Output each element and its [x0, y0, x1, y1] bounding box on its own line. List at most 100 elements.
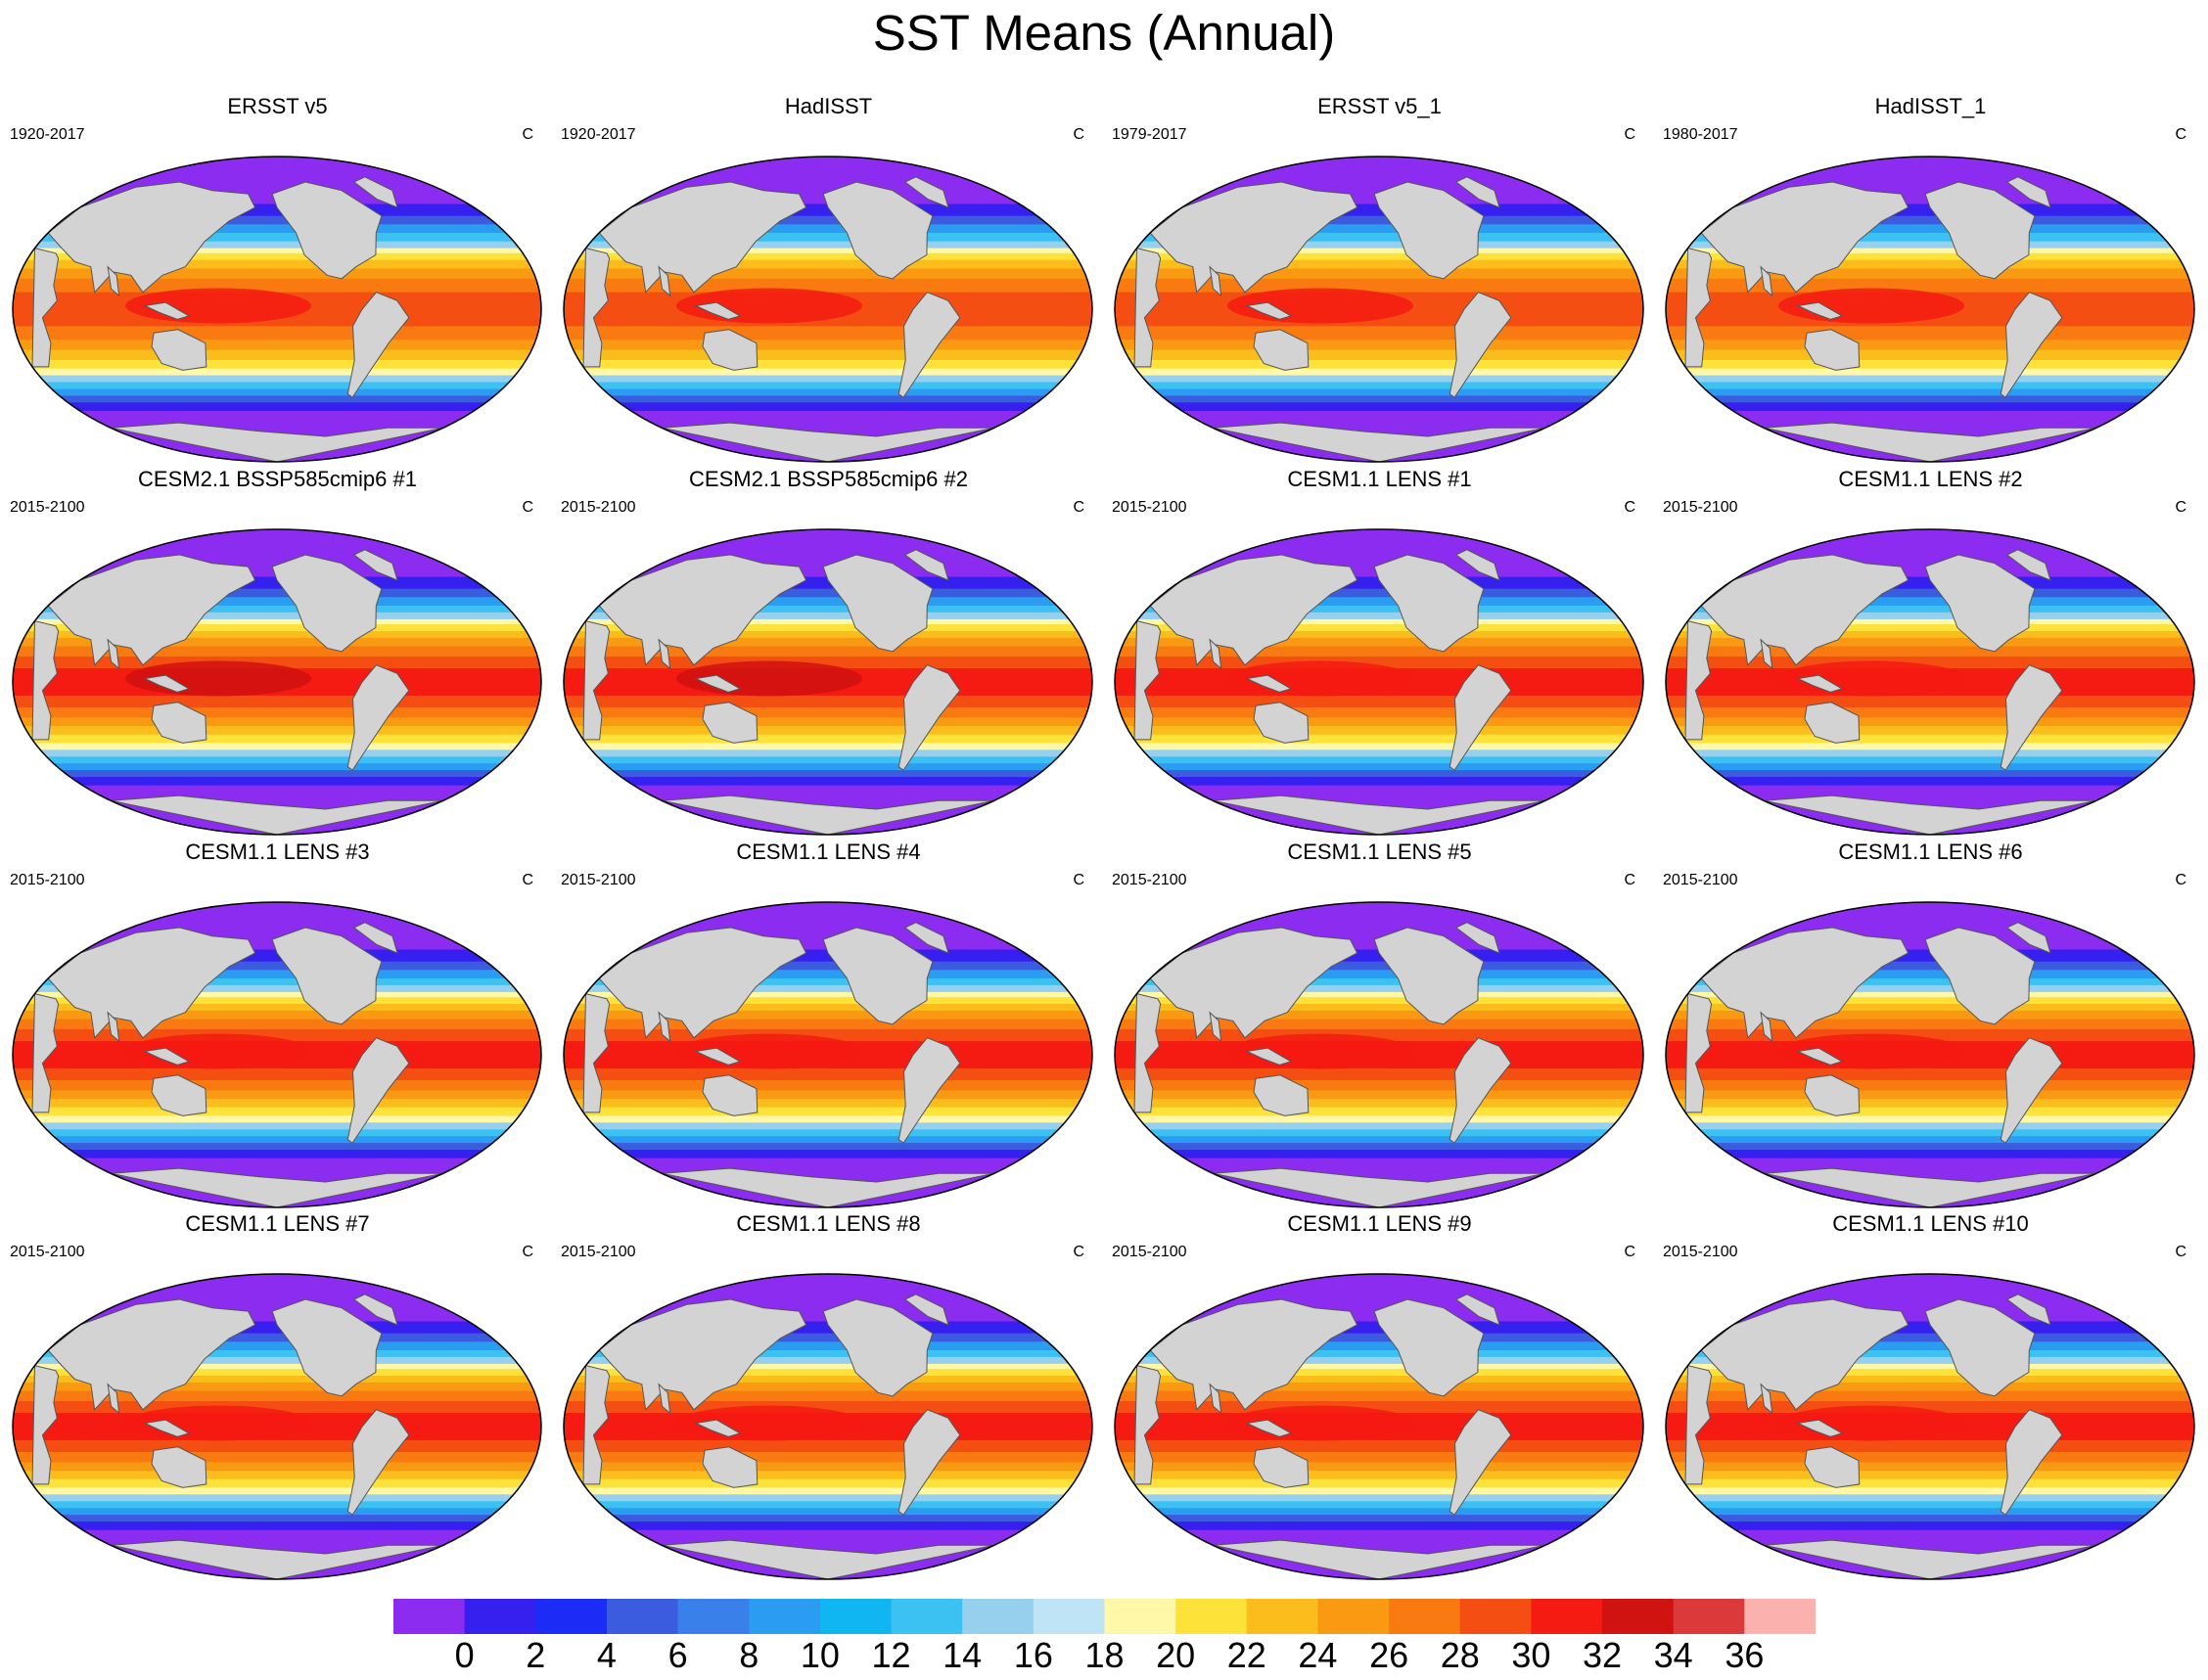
panel-title: CESM1.1 LENS #2	[1838, 467, 2023, 491]
sst-band	[564, 382, 1092, 389]
land-mass	[1213, 795, 1545, 835]
panel-period: 2015-2100	[561, 872, 636, 888]
sst-band	[13, 637, 541, 648]
sst-band	[1115, 382, 1643, 389]
colorbar-swatch	[749, 1599, 821, 1634]
sst-band	[1666, 215, 2194, 225]
sst-band	[1666, 402, 2194, 412]
sst-band	[1666, 991, 2194, 998]
panel-units: C	[1073, 1244, 1084, 1260]
map-panel: CESM1.1 LENS #3 2015-2100 C	[2, 840, 553, 1211]
land-mass	[1454, 176, 1500, 208]
sst-band	[564, 717, 1092, 727]
land-mass	[352, 922, 398, 954]
sst-band	[1666, 1333, 2194, 1342]
sst-band	[1115, 1390, 1643, 1402]
sst-band	[1666, 756, 2194, 764]
land-mass	[1213, 1539, 1545, 1579]
sst-band	[13, 215, 541, 225]
sst-band	[564, 233, 1092, 243]
sst-band	[1115, 395, 1643, 403]
sst-band	[1115, 618, 1643, 625]
colorbar-swatch	[819, 1599, 893, 1634]
sst-band	[564, 326, 1092, 341]
panel-title: ERSST v5	[227, 94, 328, 118]
sst-band	[1115, 1004, 1643, 1012]
sst-band	[1666, 1501, 2194, 1509]
world-map	[12, 156, 542, 463]
land-mass	[1213, 1167, 1545, 1207]
colorbar-tick-label: 36	[1725, 1635, 1765, 1675]
map-outline	[1665, 528, 2195, 836]
sst-band	[1115, 248, 1643, 254]
world-map	[1114, 1273, 1644, 1580]
sst-band	[13, 991, 541, 998]
map-panel: HadISST 1920-2017 C	[553, 94, 1104, 466]
sst-band	[564, 1487, 1092, 1495]
land-mass	[47, 554, 256, 666]
sst-band	[13, 1439, 541, 1453]
land-mass	[2005, 549, 2051, 581]
sst-band	[13, 360, 541, 370]
world-map	[1114, 156, 1644, 463]
sst-band	[1666, 970, 2194, 979]
sst-band	[564, 624, 1092, 632]
sst-band	[1115, 1136, 1643, 1144]
sst-band	[1666, 1363, 2194, 1370]
colorbar-swatch	[1602, 1599, 1675, 1634]
land-mass	[1454, 1294, 1500, 1326]
panel-title: CESM1.1 LENS #5	[1287, 840, 1472, 864]
main-title: SST Means (Annual)	[872, 5, 1336, 61]
sst-band	[1666, 326, 2194, 341]
land-mass	[1684, 619, 1713, 741]
panel-period: 2015-2100	[10, 499, 85, 516]
land-mass	[694, 1419, 742, 1437]
panel-title: CESM2.1 BSSP585cmip6 #2	[689, 467, 968, 491]
land-mass	[1804, 1446, 1861, 1488]
sst-band	[1115, 756, 1643, 764]
colorbar-swatch	[1531, 1599, 1603, 1634]
panel-period: 2015-2100	[1112, 499, 1187, 516]
sst-band	[1115, 1350, 1643, 1358]
sst-band	[1666, 637, 2194, 648]
sst-band	[1115, 1099, 1643, 1109]
colorbar-swatch	[1673, 1599, 1745, 1634]
sst-band	[1115, 1341, 1643, 1351]
world-map	[1114, 901, 1644, 1208]
sst-band	[13, 1115, 541, 1123]
sst-band	[1115, 340, 1643, 351]
colorbar-tick-label: 30	[1511, 1635, 1551, 1675]
land-mass	[694, 301, 742, 320]
sst-band	[1115, 1080, 1643, 1091]
sst-band	[1115, 612, 1643, 620]
land-mass	[1209, 638, 1222, 670]
sst-band	[13, 326, 541, 341]
land-mass	[1373, 1298, 1485, 1397]
sst-band	[13, 743, 541, 750]
land-mass	[1253, 702, 1310, 744]
sst-band	[13, 756, 541, 764]
sst-band	[1666, 1143, 2194, 1151]
land-mass	[903, 549, 949, 581]
land-mass	[903, 176, 949, 208]
sst-band	[1666, 770, 2194, 778]
world-map	[12, 901, 542, 1208]
panel-units: C	[522, 872, 533, 888]
sst-band	[13, 268, 541, 280]
sst-band	[1666, 382, 2194, 389]
panel-period: 1920-2017	[561, 126, 636, 143]
colorbar-swatch	[677, 1599, 750, 1634]
sst-band	[564, 970, 1092, 979]
land-mass	[1149, 554, 1358, 666]
land-mass	[1700, 927, 1909, 1039]
panel-units: C	[2175, 499, 2186, 516]
sst-band	[564, 1333, 1092, 1342]
sst-band	[1115, 1333, 1643, 1342]
sst-band	[564, 726, 1092, 736]
sst-band	[13, 248, 541, 254]
sst-band	[1115, 326, 1643, 341]
colorbar-tick-label: 34	[1653, 1635, 1693, 1675]
land-mass	[1454, 549, 1500, 581]
sst-band	[564, 252, 1092, 261]
sst-band	[1666, 1452, 2194, 1463]
